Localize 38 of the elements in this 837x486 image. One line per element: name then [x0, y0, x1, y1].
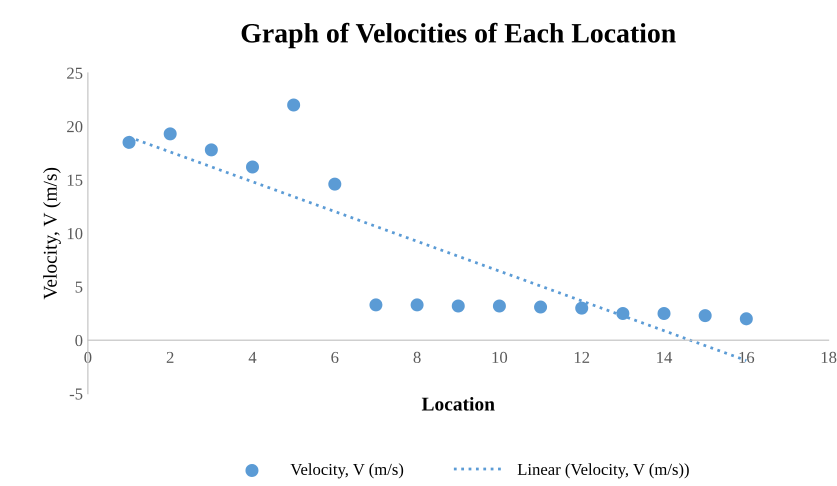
x-tick-label: 0: [84, 352, 92, 364]
point: [246, 160, 259, 174]
point: [658, 306, 671, 320]
x-tick-label: 18: [822, 352, 836, 364]
point: [410, 298, 424, 312]
point: [616, 306, 630, 320]
y-tick-label: 0: [75, 334, 82, 346]
point: [122, 136, 136, 149]
point: [369, 298, 382, 312]
x-tick-label: 6: [331, 352, 338, 364]
y-tick-label: 15: [68, 174, 82, 186]
y-tick-label: 20: [67, 121, 82, 132]
x-axis-title: Location: [422, 396, 495, 411]
point: [204, 143, 218, 156]
legend-label: Velocity, V (m/s): [290, 463, 404, 478]
legend-label: Linear (Velocity, V (m/s)): [518, 463, 689, 478]
point: [287, 98, 300, 112]
y-axis-title: Velocity, V (m/s): [43, 168, 61, 300]
y-tick-label: -5: [70, 388, 82, 400]
point: [492, 299, 506, 312]
y-tick-label: 5: [76, 282, 82, 293]
point: [452, 299, 465, 312]
point: [328, 178, 342, 191]
point: [740, 312, 753, 326]
y-tick-label: 10: [68, 228, 82, 240]
x-tick-label: 10: [492, 352, 508, 364]
point: [575, 302, 588, 315]
x-tick-label: 2: [166, 352, 174, 363]
y-tick-label: 25: [67, 68, 82, 79]
x-tick-label: 16: [739, 352, 754, 364]
x-tick-label: 12: [574, 352, 590, 363]
point: [698, 309, 712, 322]
x-tick-label: 14: [657, 352, 672, 363]
x-tick-label: 8: [414, 352, 421, 364]
point: [534, 300, 548, 314]
chart-title: Graph of Velocities of Each Location: [242, 22, 676, 48]
point: [164, 127, 177, 140]
x-tick-label: 4: [248, 352, 256, 363]
